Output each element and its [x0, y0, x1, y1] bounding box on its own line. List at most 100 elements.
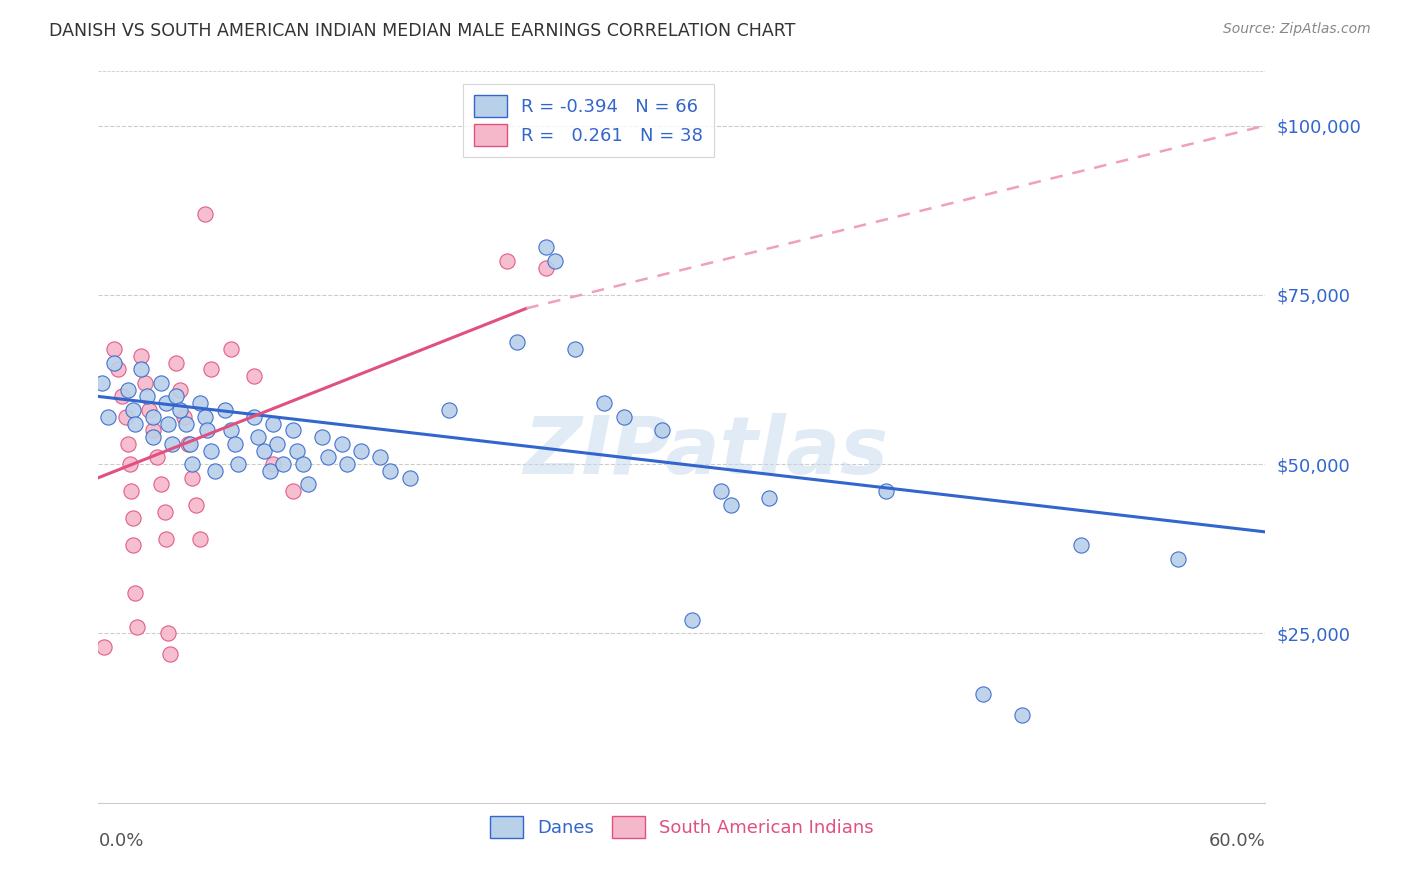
Point	[720, 498, 742, 512]
Point	[127, 620, 149, 634]
Text: 60.0%: 60.0%	[1209, 832, 1265, 850]
Point	[1167, 552, 1189, 566]
Point	[224, 437, 246, 451]
Point	[194, 409, 217, 424]
Point	[214, 403, 236, 417]
Point	[281, 484, 304, 499]
Point	[758, 491, 780, 505]
Point	[681, 613, 703, 627]
Point	[142, 423, 165, 437]
Point	[875, 484, 897, 499]
Point	[97, 409, 120, 424]
Point	[91, 376, 114, 390]
Point	[564, 342, 586, 356]
Point	[165, 389, 187, 403]
Point	[180, 457, 202, 471]
Point	[200, 443, 222, 458]
Point	[146, 450, 169, 465]
Point	[228, 457, 250, 471]
Point	[262, 417, 284, 431]
Legend: Danes, South American Indians: Danes, South American Indians	[484, 808, 880, 845]
Point	[93, 640, 115, 654]
Point	[134, 376, 156, 390]
Point	[117, 437, 139, 451]
Point	[124, 586, 146, 600]
Point	[169, 403, 191, 417]
Point	[129, 349, 152, 363]
Point	[219, 342, 242, 356]
Text: 0.0%: 0.0%	[98, 832, 143, 850]
Point	[118, 457, 141, 471]
Point	[281, 423, 304, 437]
Point	[311, 430, 333, 444]
Text: DANISH VS SOUTH AMERICAN INDIAN MEDIAN MALE EARNINGS CORRELATION CHART: DANISH VS SOUTH AMERICAN INDIAN MEDIAN M…	[49, 22, 796, 40]
Point	[149, 477, 172, 491]
Point	[124, 417, 146, 431]
Point	[285, 443, 308, 458]
Point	[188, 532, 211, 546]
Point	[184, 498, 207, 512]
Point	[159, 647, 181, 661]
Point	[173, 409, 195, 424]
Point	[136, 389, 159, 403]
Point	[195, 423, 218, 437]
Point	[111, 389, 134, 403]
Point	[437, 403, 460, 417]
Point	[200, 362, 222, 376]
Point	[259, 464, 281, 478]
Point	[297, 477, 319, 491]
Point	[165, 355, 187, 369]
Point	[157, 626, 180, 640]
Point	[155, 532, 177, 546]
Point	[122, 511, 145, 525]
Point	[138, 403, 160, 417]
Point	[350, 443, 373, 458]
Y-axis label: Median Male Earnings: Median Male Earnings	[0, 346, 8, 528]
Point	[496, 254, 519, 268]
Point	[114, 409, 136, 424]
Point	[121, 484, 143, 499]
Point	[103, 342, 125, 356]
Point	[380, 464, 402, 478]
Point	[157, 417, 180, 431]
Point	[142, 430, 165, 444]
Point	[117, 383, 139, 397]
Point	[174, 417, 197, 431]
Point	[103, 355, 125, 369]
Point	[505, 335, 527, 350]
Point	[142, 409, 165, 424]
Point	[262, 457, 284, 471]
Point	[179, 437, 201, 451]
Point	[243, 369, 266, 384]
Point	[1011, 707, 1033, 722]
Point	[107, 362, 129, 376]
Point	[204, 464, 226, 478]
Point	[122, 403, 145, 417]
Point	[246, 430, 269, 444]
Point	[534, 240, 557, 254]
Text: ZIPatlas: ZIPatlas	[523, 413, 887, 491]
Point	[544, 254, 567, 268]
Point	[316, 450, 339, 465]
Point	[169, 383, 191, 397]
Point	[153, 505, 176, 519]
Point	[188, 396, 211, 410]
Point	[336, 457, 359, 471]
Point	[194, 206, 217, 220]
Point	[149, 376, 172, 390]
Point	[180, 471, 202, 485]
Point	[1070, 538, 1092, 552]
Point	[155, 396, 177, 410]
Point	[613, 409, 636, 424]
Point	[243, 409, 266, 424]
Point	[177, 437, 200, 451]
Point	[122, 538, 145, 552]
Point	[266, 437, 288, 451]
Point	[162, 437, 184, 451]
Point	[253, 443, 276, 458]
Point	[291, 457, 314, 471]
Point	[593, 396, 616, 410]
Point	[219, 423, 242, 437]
Point	[271, 457, 294, 471]
Point	[129, 362, 152, 376]
